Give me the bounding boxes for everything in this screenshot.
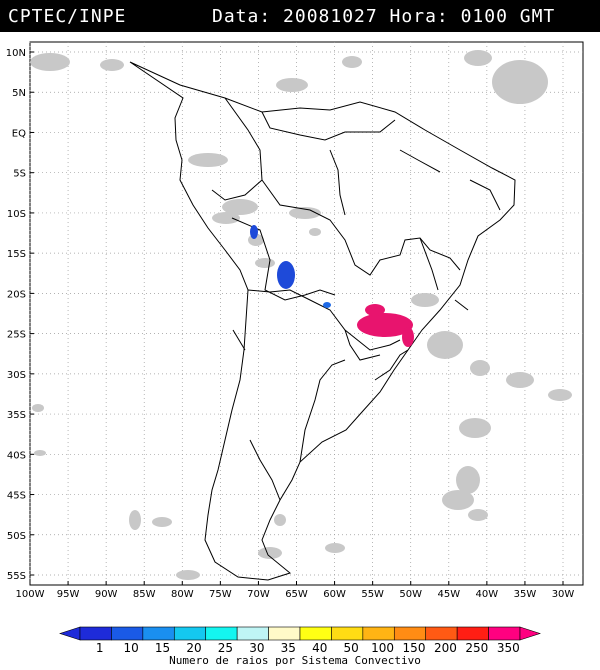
lat-tick-label: 25S xyxy=(7,330,26,341)
lat-tick-label: 15S xyxy=(7,249,26,260)
lat-tick-label: 30S xyxy=(7,370,26,381)
legend-value-label: 1 xyxy=(96,641,104,655)
legend-caption: Numero de raios por Sistema Convectivo xyxy=(169,654,421,667)
legend-value-label: 40 xyxy=(312,641,327,655)
longitude-labels: 100W 95W 90W 85W 80W 75W 70W 65W 60W 55W 50W 45W 40W… xyxy=(16,581,575,600)
lon-tick-label: 35W xyxy=(514,589,537,600)
lat-tick-label: 50S xyxy=(7,531,26,542)
cloud-cover xyxy=(30,50,572,580)
lon-tick-label: 70W xyxy=(247,589,270,600)
lat-tick-label: 40S xyxy=(7,450,26,461)
legend-arrow-right xyxy=(519,626,541,641)
convective-cell-low xyxy=(323,302,331,308)
legend-value-label: 350 xyxy=(497,641,520,655)
legend-value-label: 200 xyxy=(434,641,457,655)
lat-tick-label: 10N xyxy=(6,48,26,59)
convective-cell-high xyxy=(365,304,385,316)
legend-swatch xyxy=(425,626,458,641)
agency-title: CPTEC/INPE xyxy=(8,6,127,27)
legend-swatch xyxy=(111,626,144,641)
legend-value-label: 50 xyxy=(344,641,359,655)
convective-cell-high xyxy=(402,327,414,347)
lightning-legend: 1 10 15 20 25 30 35 40 50 100 150 200 250 350 xyxy=(59,626,541,655)
convective-cell-low xyxy=(250,225,258,239)
lon-tick-label: 100W xyxy=(16,589,45,600)
legend-value-label: 250 xyxy=(465,641,488,655)
lon-tick-label: 85W xyxy=(133,589,156,600)
lon-tick-label: 65W xyxy=(285,589,308,600)
lon-tick-label: 50W xyxy=(399,589,422,600)
lat-tick-label: 45S xyxy=(7,491,26,502)
lightning-map: 10N5NEQ5S10S15S20S25S30S35S40S45S50S55S … xyxy=(6,41,584,667)
legend-value-label: 10 xyxy=(124,641,139,655)
legend-value-label: 20 xyxy=(186,641,201,655)
lon-tick-label: 45W xyxy=(437,589,460,600)
legend-value-label: 150 xyxy=(403,641,426,655)
legend-swatch xyxy=(299,626,332,641)
lon-tick-label: 95W xyxy=(57,589,80,600)
lon-tick-label: 60W xyxy=(323,589,346,600)
legend-swatch xyxy=(79,626,112,641)
legend-swatch xyxy=(362,626,395,641)
lat-tick-label: 20S xyxy=(7,289,26,300)
legend-value-label: 25 xyxy=(218,641,233,655)
legend-swatch xyxy=(488,626,521,641)
lat-tick-label: 10S xyxy=(7,209,26,220)
lat-lon-grid xyxy=(29,42,583,585)
convective-systems xyxy=(250,225,414,347)
lon-tick-label: 40W xyxy=(476,589,499,600)
legend-value-label: 35 xyxy=(281,641,296,655)
legend-swatch xyxy=(173,626,207,641)
latitude-labels: 10N 5N EQ 5S 10S 15S 20S 25S 30S 35S 40S 45S 50S 55S xyxy=(6,48,34,582)
lat-tick-label: EQ xyxy=(12,128,26,139)
legend-swatch xyxy=(236,626,269,641)
legend-swatch xyxy=(331,626,364,641)
legend-swatch xyxy=(456,626,489,641)
legend-value-label: 100 xyxy=(371,641,394,655)
header-bar: CPTEC/INPE Data: 20081027 Hora: 0100 GMT xyxy=(0,0,600,32)
lat-tick-label: 35S xyxy=(7,410,26,421)
legend-swatch xyxy=(142,626,175,641)
lon-tick-label: 90W xyxy=(95,589,118,600)
lon-tick-label: 30W xyxy=(552,589,575,600)
lon-tick-label: 75W xyxy=(209,589,232,600)
convective-cell-high xyxy=(357,313,413,337)
legend-arrow-left xyxy=(59,626,81,641)
legend-value-label: 15 xyxy=(155,641,170,655)
legend-swatch xyxy=(268,626,301,641)
legend-value-label: 30 xyxy=(249,641,264,655)
lat-tick-label: 55S xyxy=(7,571,26,582)
map-frame xyxy=(29,41,584,586)
lat-tick-label: 5N xyxy=(12,88,26,99)
legend-swatch xyxy=(205,626,238,641)
legend-swatch xyxy=(393,626,427,641)
lon-tick-label: 55W xyxy=(361,589,384,600)
south-america-outline xyxy=(129,61,516,581)
lat-tick-label: 5S xyxy=(13,169,26,180)
lon-tick-label: 80W xyxy=(171,589,194,600)
date-time-label: Data: 20081027 Hora: 0100 GMT xyxy=(212,6,556,27)
convective-cell-low xyxy=(277,261,295,289)
